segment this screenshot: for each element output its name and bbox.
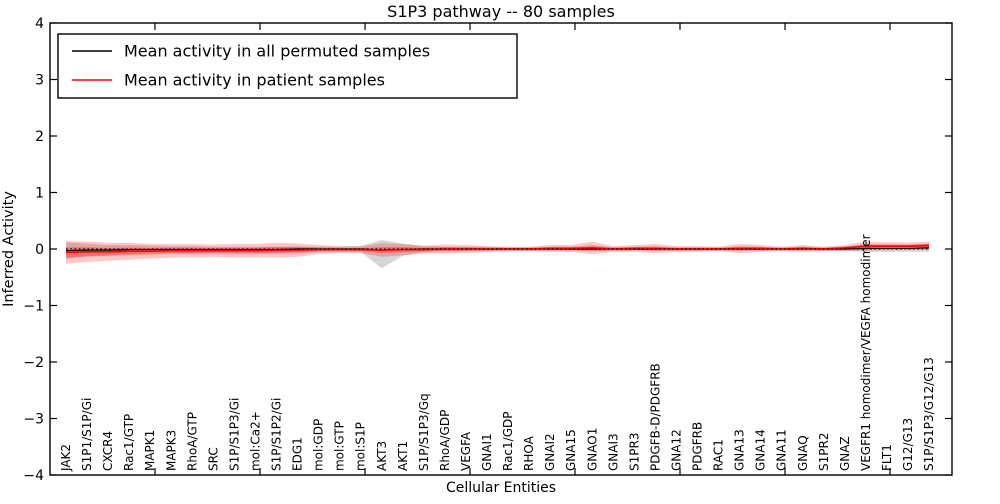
x-category-label: RAC1 (712, 439, 726, 471)
y-tick-label: 2 (35, 129, 44, 145)
x-category-label: MAPK3 (164, 430, 178, 471)
confidence-bands (66, 239, 930, 269)
axis-ticks (50, 22, 952, 476)
x-category-label: VEGFR1 homodimer/VEGFA homodimer (859, 234, 873, 471)
x-category-label: S1PR3 (627, 433, 641, 471)
x-category-label: mol:GDP (312, 419, 326, 471)
x-category-label: AKT3 (375, 441, 389, 471)
x-category-label: mol:GTP (333, 421, 347, 471)
x-category-label: VEGFA (459, 431, 473, 471)
x-category-label: Rac1/GTP (122, 414, 136, 471)
x-category-label: RhoA/GTP (185, 412, 199, 471)
x-category-label: FLT1 (880, 444, 894, 471)
x-category-label: S1P/S1P3/G12/G13 (922, 357, 936, 471)
chart-title: S1P3 pathway -- 80 samples (387, 2, 615, 21)
y-tick-label: −3 (23, 412, 44, 428)
x-category-labels: JAK2 S1P1/S1P/Gi CXCR4 Rac1/GTP MAPK1 MAPK3 Rh… (59, 234, 936, 472)
y-tick-label: −1 (23, 299, 44, 315)
x-category-label: RHOA (522, 435, 536, 471)
legend-box (57, 33, 518, 99)
x-category-label: GNAZ (838, 436, 852, 471)
x-category-label: AKT1 (396, 441, 410, 471)
x-category-label: G12/G13 (901, 418, 915, 471)
x-category-label: CXCR4 (101, 431, 115, 471)
y-tick-label: −2 (23, 355, 44, 371)
x-category-label: GNAI3 (606, 433, 620, 471)
x-category-label: GNA15 (564, 429, 578, 471)
legend-label-patient: Mean activity in patient samples (124, 71, 385, 90)
x-category-label: mol:S1P (354, 422, 368, 471)
x-axis-label: Cellular Entities (446, 480, 556, 496)
y-tick-label: 1 (35, 186, 44, 202)
x-category-label: GNA14 (754, 429, 768, 471)
y-tick-label: 0 (35, 242, 44, 258)
patient-confidence-band-outer (66, 241, 930, 264)
x-category-label: PDGFRB (691, 422, 705, 471)
y-tick-labels: −4 −3 −2 −1 0 1 2 3 4 (23, 16, 44, 484)
x-category-label: GNA12 (669, 429, 683, 471)
x-category-label: S1P/S1P2/Gi (270, 398, 284, 471)
x-category-label: S1P/S1P3/Gi (227, 398, 241, 471)
x-category-label: JAK2 (59, 444, 73, 472)
x-category-label: PDGFB-D/PDGFRB (648, 363, 662, 471)
y-tick-label: 4 (35, 16, 44, 32)
legend: Mean activity in all permuted samples Me… (57, 33, 518, 99)
x-category-label: S1P/S1P3/Gq (417, 393, 431, 471)
patient-confidence-band-inner (66, 243, 930, 258)
x-category-label: GNA11 (775, 429, 789, 471)
y-tick-label: 3 (35, 73, 44, 89)
x-category-label: GNA13 (733, 429, 747, 471)
x-category-label: Rac1/GDP (501, 412, 515, 471)
y-axis-label: Inferred Activity (1, 191, 17, 307)
x-category-label: MAPK1 (143, 430, 157, 471)
x-category-label: S1P1/S1P/Gi (80, 398, 94, 471)
x-category-label: RhoA/GDP (438, 410, 452, 471)
x-category-label: EDG1 (291, 437, 305, 471)
x-category-label: GNAO1 (585, 428, 599, 471)
legend-label-permuted: Mean activity in all permuted samples (124, 42, 430, 61)
permuted-confidence-band (66, 239, 930, 269)
y-tick-label: −4 (23, 468, 44, 484)
x-category-label: mol:Ca2+ (248, 411, 262, 471)
x-category-label: GNAI1 (480, 433, 494, 471)
x-category-label: S1PR2 (817, 433, 831, 471)
x-category-label: GNAQ (796, 435, 810, 471)
x-category-label: GNAI2 (543, 433, 557, 471)
x-category-label: SRC (206, 447, 220, 471)
